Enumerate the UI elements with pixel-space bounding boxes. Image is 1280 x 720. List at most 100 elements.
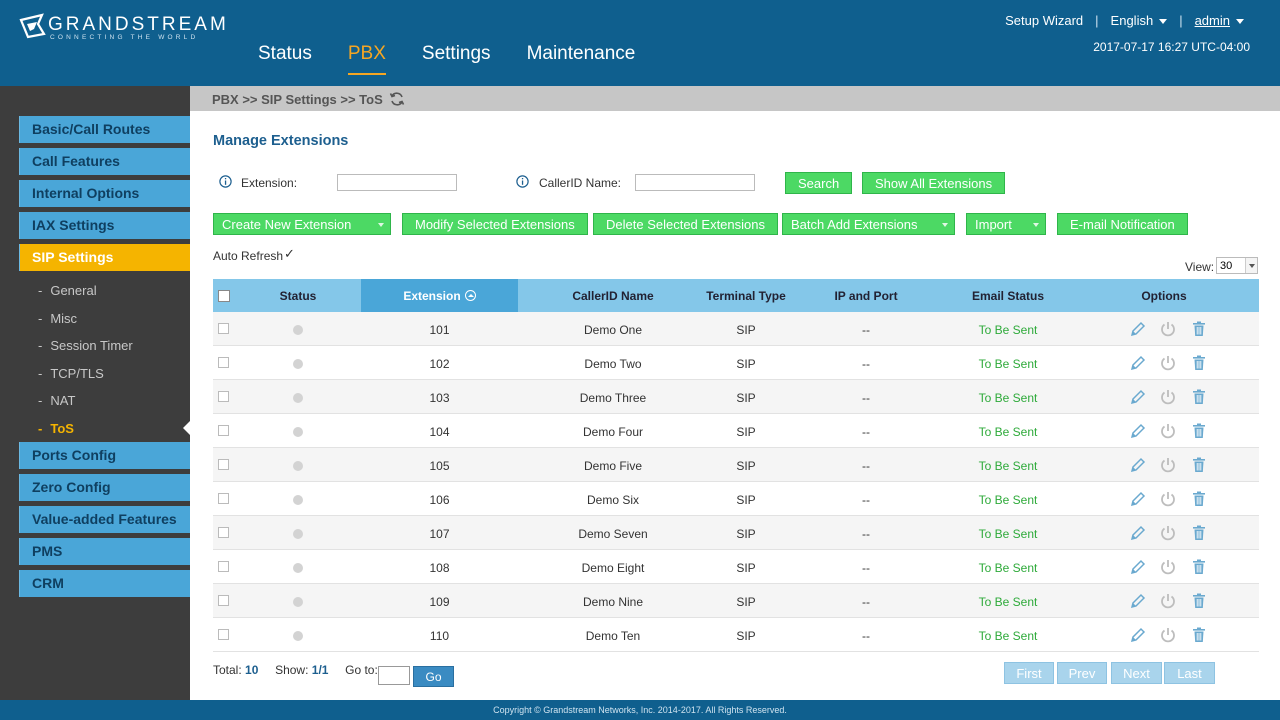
cell-email-status: To Be Sent [978,425,1038,439]
trash-icon[interactable] [1190,626,1208,644]
row-checkbox[interactable] [218,595,229,606]
pencil-icon[interactable] [1129,456,1147,474]
trash-icon[interactable] [1190,524,1208,542]
grandstream-logo[interactable]: GRANDSTREAM CONNECTING THE WORLD [18,12,226,42]
row-checkbox[interactable] [218,391,229,402]
callerid-search-input[interactable] [635,174,755,191]
trash-icon[interactable] [1190,320,1208,338]
sidebar-item-zero-config[interactable]: Zero Config [19,474,190,501]
copyright-footer: Copyright © Grandstream Networks, Inc. 2… [0,700,1280,720]
trash-icon[interactable] [1190,354,1208,372]
button-label: Batch Add Extensions [791,217,918,232]
user-menu[interactable]: admin [1195,13,1244,28]
row-checkbox[interactable] [218,561,229,572]
power-icon[interactable] [1159,558,1177,576]
sidebar-sub-general[interactable]: - General [38,283,97,298]
row-checkbox[interactable] [218,357,229,368]
info-icon[interactable] [219,175,232,188]
delete-selected-extensions-button[interactable]: Delete Selected Extensions [593,213,778,235]
pencil-icon[interactable] [1129,354,1147,372]
first-page-button[interactable]: First [1004,662,1054,684]
row-checkbox[interactable] [218,527,229,538]
trash-icon[interactable] [1190,592,1208,610]
last-page-button[interactable]: Last [1164,662,1215,684]
language-label: English [1110,13,1154,28]
nav-pbx[interactable]: PBX [347,43,386,75]
trash-icon[interactable] [1190,388,1208,406]
pencil-icon[interactable] [1129,320,1147,338]
power-icon[interactable] [1159,524,1177,542]
import-button[interactable]: Import [966,213,1046,235]
modify-selected-extensions-button[interactable]: Modify Selected Extensions [402,213,588,235]
row-checkbox[interactable] [218,629,229,640]
power-icon[interactable] [1159,388,1177,406]
refresh-icon[interactable] [389,91,405,107]
info-icon[interactable] [516,175,529,188]
sidebar-item-iax-settings[interactable]: IAX Settings [19,212,190,239]
sidebar-sub-session-timer[interactable]: - Session Timer [38,338,133,353]
sidebar-item-pms[interactable]: PMS [19,538,190,565]
sidebar-item-value-added-features[interactable]: Value-added Features [19,506,190,533]
pencil-icon[interactable] [1129,626,1147,644]
sidebar-sub-tcp-tls[interactable]: - TCP/TLS [38,366,104,381]
row-checkbox[interactable] [218,459,229,470]
email-notification-button[interactable]: E-mail Notification [1057,213,1188,235]
sub-label: Session Timer [50,338,133,353]
status-dot [293,359,303,369]
power-icon[interactable] [1159,354,1177,372]
extensions-table: Status Extension CallerID Name Terminal … [213,279,1259,652]
power-icon[interactable] [1159,592,1177,610]
trash-icon[interactable] [1190,490,1208,508]
setup-wizard-link[interactable]: Setup Wizard [1005,13,1084,28]
select-all-checkbox[interactable] [218,290,230,302]
row-checkbox[interactable] [218,493,229,504]
pencil-icon[interactable] [1129,592,1147,610]
extension-search-input[interactable] [337,174,457,191]
system-datetime: 2017-07-17 16:27 UTC-04:00 [1093,40,1250,54]
go-button[interactable]: Go [413,666,454,687]
nav-settings[interactable]: Settings [421,43,491,64]
create-new-extension-button[interactable]: Create New Extension [213,213,391,235]
power-icon[interactable] [1159,456,1177,474]
sidebar-item-basic-call-routes[interactable]: Basic/Call Routes [19,116,190,143]
pencil-icon[interactable] [1129,388,1147,406]
power-icon[interactable] [1159,320,1177,338]
pencil-icon[interactable] [1129,490,1147,508]
sidebar-item-internal-options[interactable]: Internal Options [19,180,190,207]
next-page-button[interactable]: Next [1111,662,1162,684]
row-checkbox[interactable] [218,425,229,436]
trash-icon[interactable] [1190,456,1208,474]
sidebar-sub-nat[interactable]: - NAT [38,393,76,408]
sidebar-item-sip-settings[interactable]: SIP Settings [19,244,190,271]
goto-page-input[interactable] [378,666,410,685]
pencil-icon[interactable] [1129,558,1147,576]
batch-add-extensions-button[interactable]: Batch Add Extensions [782,213,955,235]
sidebar-item-ports-config[interactable]: Ports Config [19,442,190,469]
col-extension[interactable]: Extension [361,279,518,312]
sidebar-sub-misc[interactable]: - Misc [38,311,78,326]
sidebar-sub-tos[interactable]: - ToS [38,421,74,436]
auto-refresh-checkbox[interactable]: ✓ [284,246,295,261]
show-all-extensions-button[interactable]: Show All Extensions [862,172,1006,194]
chevron-down-icon [1236,19,1244,25]
status-dot [293,393,303,403]
sidebar-item-crm[interactable]: CRM [19,570,190,597]
prev-page-button[interactable]: Prev [1057,662,1107,684]
pencil-icon[interactable] [1129,422,1147,440]
trash-icon[interactable] [1190,422,1208,440]
cell-extension: 108 [429,561,450,575]
page-size-select[interactable]: 30 [1216,257,1258,274]
sub-label: NAT [50,393,76,408]
sidebar-item-call-features[interactable]: Call Features [19,148,190,175]
power-icon[interactable] [1159,422,1177,440]
language-dropdown[interactable]: English [1111,13,1168,28]
nav-status[interactable]: Status [258,43,312,64]
search-button[interactable]: Search [785,172,853,194]
pencil-icon[interactable] [1129,524,1147,542]
nav-maintenance[interactable]: Maintenance [526,43,636,64]
row-checkbox[interactable] [218,323,229,334]
cell-email-status: To Be Sent [978,357,1038,371]
power-icon[interactable] [1159,626,1177,644]
trash-icon[interactable] [1190,558,1208,576]
power-icon[interactable] [1159,490,1177,508]
